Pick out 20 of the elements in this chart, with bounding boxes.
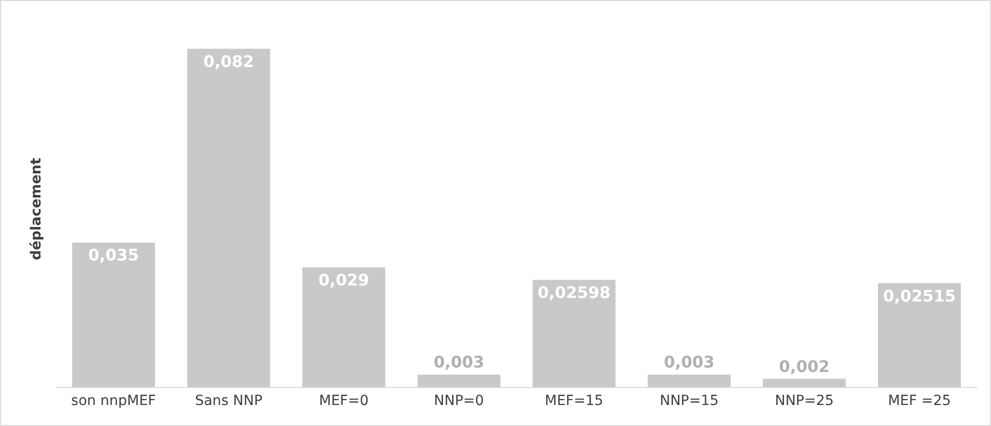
bar: [302, 267, 386, 387]
y-axis-title: déplacement: [28, 158, 45, 260]
x-tick-label: MEF=0: [318, 392, 369, 409]
x-tick-label: NNP=25: [774, 392, 834, 409]
x-tick-label: Sans NNP: [194, 392, 262, 409]
bar: [532, 280, 616, 387]
x-tick-label: MEF=15: [544, 392, 604, 409]
bar: [878, 283, 961, 387]
x-tick-label: MEF =25: [888, 392, 951, 409]
data-label: 0,003: [434, 352, 484, 372]
data-label: 0,003: [664, 352, 714, 372]
bar: [187, 48, 270, 387]
data-label: 0,002: [779, 356, 830, 376]
x-tick-label: NNP=0: [434, 392, 484, 409]
bar: [72, 242, 156, 387]
x-tick-label: NNP=15: [660, 392, 719, 409]
bar: [417, 374, 500, 387]
bar: [762, 378, 846, 387]
x-tick-label: son nnpMEF: [71, 392, 156, 409]
bar: [648, 374, 731, 387]
